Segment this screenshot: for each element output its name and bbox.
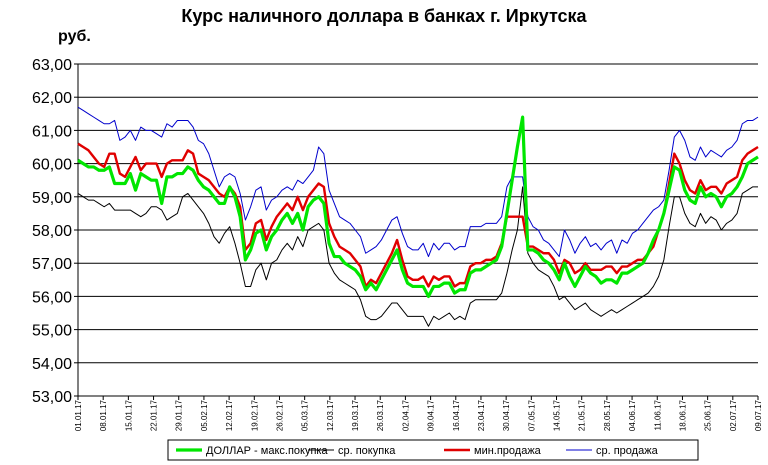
- legend-label: ср. покупка: [338, 445, 396, 457]
- x-tick-label: 21.05.17: [578, 399, 587, 431]
- x-tick-label: 09.07.17: [754, 399, 763, 431]
- y-tick-labels: 53,00 54,00 55,00 56,00 57,00 58,00 59,00 60,00…: [32, 57, 72, 406]
- x-tick-label: 05.03.17: [301, 399, 310, 431]
- x-tick-label: 09.04.17: [427, 399, 436, 431]
- y-tick-label: 62,00: [32, 90, 72, 107]
- legend-label: ДОЛЛАР - макс.покупка: [206, 445, 328, 457]
- x-tick-label: 12.03.17: [326, 399, 335, 431]
- legend: ДОЛЛАР - макс.покупка ср. покупка мин.прод…: [167, 439, 699, 461]
- x-tick-label: 19.02.17: [250, 399, 259, 431]
- grid-lines: [78, 63, 758, 397]
- y-tick-label: 63,00: [32, 57, 72, 74]
- x-tick-label: 15.01.17: [124, 399, 133, 431]
- y-axis-unit-label: руб.: [58, 28, 91, 45]
- x-tick-label: 25.06.17: [704, 399, 713, 431]
- x-tick-label: 23.04.17: [477, 399, 486, 431]
- chart-title: Курс наличного доллара в банках г. Иркут…: [181, 6, 587, 26]
- axes: [74, 63, 759, 400]
- x-tick-label: 07.05.17: [527, 399, 536, 431]
- y-tick-label: 54,00: [32, 356, 72, 373]
- y-tick-label: 53,00: [32, 389, 72, 406]
- y-tick-label: 55,00: [32, 323, 72, 340]
- legend-label: ср. продажа: [596, 445, 659, 457]
- series-lines: [77, 106, 759, 327]
- x-tick-label: 16.04.17: [452, 399, 461, 431]
- y-tick-label: 61,00: [32, 123, 72, 140]
- x-tick-label: 11.06.17: [653, 399, 662, 430]
- x-tick-label: 02.04.17: [401, 399, 410, 431]
- x-tick-label: 30.04.17: [502, 399, 511, 431]
- legend-label: мин.продажа: [474, 445, 542, 457]
- legend-box: [167, 439, 699, 461]
- series-line-1: [77, 186, 758, 327]
- x-tick-labels: 01.01.17 08.01.17 15.01.17 22.01.17 29.01.17…: [74, 399, 763, 431]
- y-tick-label: 56,00: [32, 289, 72, 306]
- y-tick-label: 60,00: [32, 157, 72, 174]
- y-tick-label: 57,00: [32, 256, 72, 273]
- x-tick-label: 19.03.17: [351, 399, 360, 431]
- x-tick-label: 12.02.17: [225, 399, 234, 431]
- x-tick-label: 28.05.17: [603, 399, 612, 431]
- x-tick-label: 26.03.17: [376, 399, 385, 431]
- y-tick-label: 59,00: [32, 190, 72, 207]
- series-line-2: [77, 142, 759, 288]
- x-tick-label: 01.01.17: [74, 399, 83, 431]
- x-tick-label: 04.06.17: [628, 399, 637, 431]
- x-tick-label: 14.05.17: [553, 399, 562, 431]
- x-tick-label: 22.01.17: [150, 399, 159, 431]
- x-tick-label: 26.02.17: [275, 399, 284, 431]
- series-line-0: [77, 115, 759, 298]
- x-tick-label: 29.01.17: [175, 399, 184, 431]
- x-tick-label: 08.01.17: [99, 399, 108, 431]
- y-tick-label: 58,00: [32, 223, 72, 240]
- x-tick-label: 05.02.17: [200, 399, 209, 431]
- series-line-3: [77, 106, 759, 258]
- x-tick-label: 18.06.17: [678, 399, 687, 431]
- x-tick-label: 02.07.17: [729, 399, 738, 431]
